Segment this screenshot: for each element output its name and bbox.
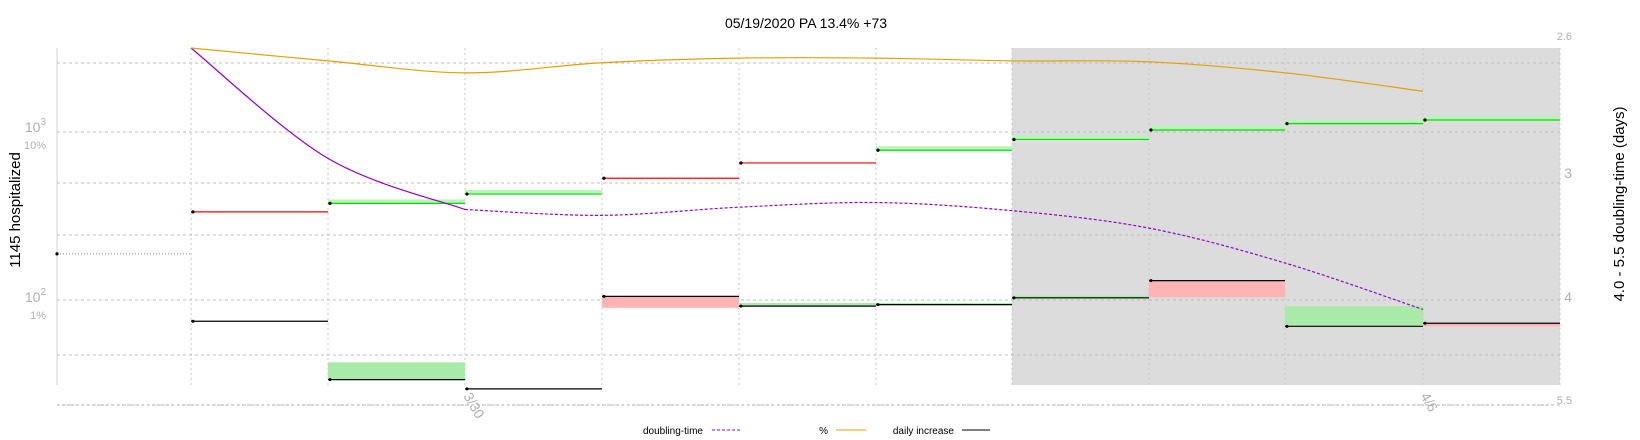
daily-change-fill-8 <box>1285 306 1423 327</box>
hospitalized-point-4 <box>739 161 743 165</box>
y-tick-100-pct: 1% <box>30 310 46 322</box>
hospitalized-point-0 <box>191 210 195 214</box>
daily-increase-point-6 <box>1012 296 1016 300</box>
y2-tick-3: 5.5 <box>1557 395 1572 407</box>
daily-increase-point-9 <box>1423 321 1427 325</box>
legend: doubling-time % daily increase <box>643 426 990 437</box>
daily-increase-point-0 <box>191 319 195 323</box>
legend-percent-label: % <box>819 426 828 437</box>
hospitalized-step-fill-5 <box>876 146 1012 151</box>
legend-doubling-time-label: doubling-time <box>643 426 703 437</box>
y2-tick-1: 3 <box>1564 165 1572 181</box>
hospitalized-step-fill-2 <box>465 190 602 195</box>
daily-change-fill-6 <box>1012 295 1149 299</box>
chart-title: 05/19/2020 PA 13.4% +73 <box>725 15 887 31</box>
daily-increase-point-8 <box>1285 324 1289 328</box>
hospitalized-step-fill-1 <box>328 199 465 204</box>
hospitalized-point-5 <box>876 148 880 152</box>
daily-change-fill-9 <box>1423 323 1560 327</box>
daily-increase-point-2 <box>465 387 469 391</box>
legend-daily-increase-label: daily increase <box>893 426 955 437</box>
daily-increase-point-1 <box>328 378 332 382</box>
hospitalized-point-7 <box>1149 128 1153 132</box>
y2-tick-2: 4 <box>1564 289 1572 305</box>
hospitalized-point-2 <box>465 192 469 196</box>
doubling-time-line-solid <box>190 47 466 211</box>
hospitalized-step-fill-7 <box>1149 126 1285 130</box>
hospitalized-point-9 <box>1423 118 1427 122</box>
y-tick-1000: 103 <box>25 117 47 135</box>
hospitalized-point-1 <box>328 201 332 206</box>
y-tick-100: 102 <box>25 287 47 305</box>
daily-increase-point-4 <box>739 304 743 308</box>
percent-line <box>190 47 1424 92</box>
daily-increase-point-5 <box>876 303 880 307</box>
x-tick-4-6: 4/6 <box>1417 390 1441 415</box>
x-tick-3-30: 3/30 <box>460 390 488 422</box>
doubling-time-line-dashed <box>464 201 1424 311</box>
y2-tick-0: 2.6 <box>1557 31 1572 43</box>
hospitalized-point-6 <box>1012 137 1016 142</box>
hospitalized-step-fill-9 <box>1423 116 1560 121</box>
hospitalized-point-8 <box>1285 122 1289 126</box>
hospitalized-start-point <box>55 252 59 256</box>
hospitalized-step-fill-8 <box>1285 119 1423 124</box>
daily-increase-point-7 <box>1149 279 1153 283</box>
daily-change-fill-1 <box>328 362 465 380</box>
hospitalized-step-fill-6 <box>1012 135 1149 140</box>
hospitalized-point-3 <box>602 176 606 180</box>
daily-change-fill-3 <box>602 296 739 308</box>
y-axis-label: 1145 hospitalized <box>7 152 24 268</box>
daily-increase-point-3 <box>602 294 606 298</box>
daily-change-fill-7 <box>1149 280 1285 298</box>
y-tick-1000-pct: 10% <box>24 140 46 152</box>
daily-change-fill-4 <box>739 303 876 307</box>
y2-axis-label: 4.0 - 5.5 doubling-time (days) <box>1611 106 1628 301</box>
projection-shading <box>1012 48 1560 385</box>
